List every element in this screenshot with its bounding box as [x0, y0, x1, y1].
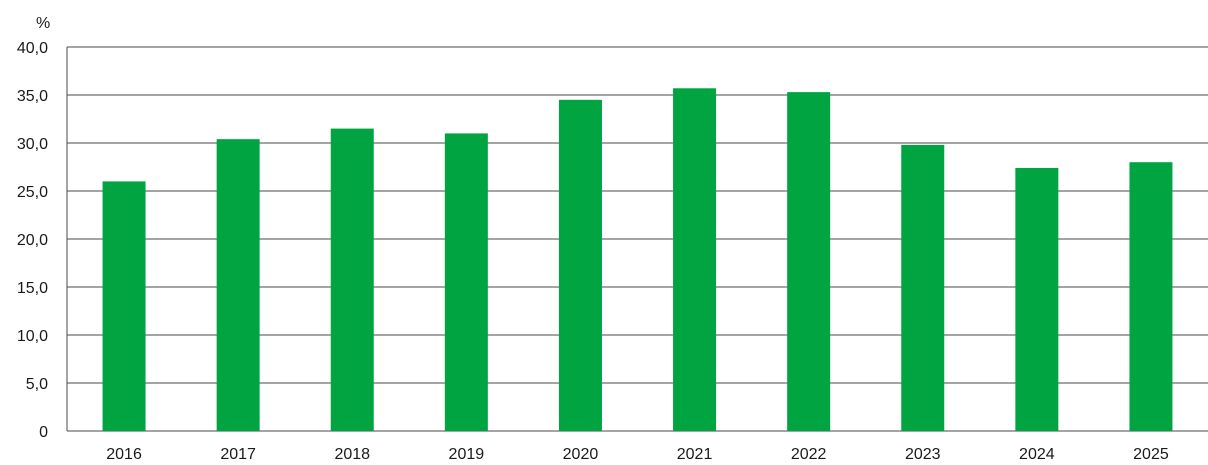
- y-tick-label: 15,0: [17, 280, 48, 297]
- y-tick-label: 30,0: [17, 136, 48, 153]
- y-tick-label: 5,0: [26, 376, 48, 393]
- x-tick-label: 2024: [1019, 446, 1055, 463]
- bars: [102, 88, 1173, 432]
- x-tick-label: 2023: [905, 446, 941, 463]
- x-tick-label: 2019: [449, 446, 485, 463]
- y-tick-label: 35,0: [17, 88, 48, 105]
- y-tick-label: 10,0: [17, 328, 48, 345]
- bar-2025: [1129, 162, 1173, 431]
- y-tick-label: 0: [39, 424, 48, 441]
- bar-2022: [787, 92, 831, 432]
- x-tick-label: 2016: [106, 446, 142, 463]
- y-tick-label: 25,0: [17, 184, 48, 201]
- y-axis-unit-label: %: [36, 15, 50, 32]
- x-axis-ticks: 2016 2017 2018 2019 2020 2021 2022 2023 2024 2025: [106, 446, 1169, 463]
- bar-2018: [330, 128, 374, 431]
- x-tick-label: 2018: [334, 446, 370, 463]
- x-tick-label: 2025: [1133, 446, 1169, 463]
- y-tick-label: 40,0: [17, 40, 48, 57]
- y-axis-ticks: 0 5,0 10,0 15,0 20,0 25,0 30,0 35,0 40,0: [17, 40, 48, 441]
- x-tick-label: 2021: [677, 446, 713, 463]
- bar-2016: [102, 181, 146, 431]
- x-tick-label: 2017: [220, 446, 256, 463]
- bar-2020: [558, 99, 602, 432]
- y-tick-label: 20,0: [17, 232, 48, 249]
- bar-2017: [216, 139, 260, 431]
- bar-2019: [444, 133, 488, 431]
- bar-2023: [901, 144, 945, 432]
- x-tick-label: 2020: [563, 446, 599, 463]
- bar-2021: [673, 88, 717, 431]
- x-tick-label: 2022: [791, 446, 827, 463]
- bar-2024: [1015, 167, 1059, 431]
